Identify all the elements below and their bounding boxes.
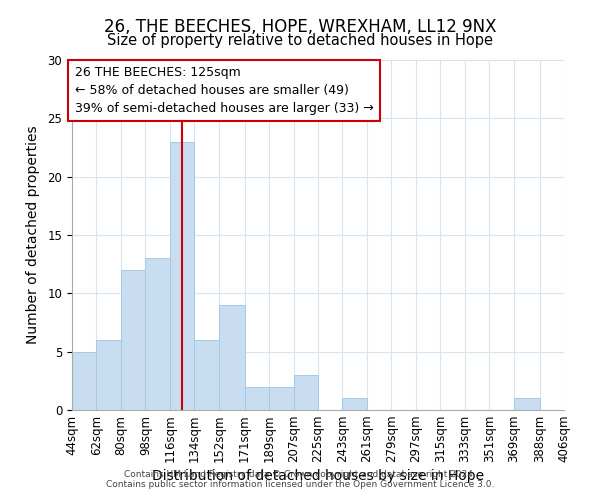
Bar <box>194 340 219 410</box>
Text: Contains HM Land Registry data © Crown copyright and database right 2024.
Contai: Contains HM Land Registry data © Crown c… <box>106 470 494 489</box>
Bar <box>72 352 97 410</box>
Bar <box>219 305 245 410</box>
Text: 26, THE BEECHES, HOPE, WREXHAM, LL12 9NX: 26, THE BEECHES, HOPE, WREXHAM, LL12 9NX <box>104 18 496 36</box>
Bar <box>293 375 318 410</box>
Bar <box>269 386 293 410</box>
Bar <box>170 142 194 410</box>
Bar <box>514 398 539 410</box>
Bar <box>145 258 170 410</box>
X-axis label: Distribution of detached houses by size in Hope: Distribution of detached houses by size … <box>152 470 484 484</box>
Bar <box>343 398 367 410</box>
Y-axis label: Number of detached properties: Number of detached properties <box>26 126 40 344</box>
Bar <box>121 270 145 410</box>
Bar <box>245 386 269 410</box>
Bar <box>97 340 121 410</box>
Text: Size of property relative to detached houses in Hope: Size of property relative to detached ho… <box>107 32 493 48</box>
Text: 26 THE BEECHES: 125sqm
← 58% of detached houses are smaller (49)
39% of semi-det: 26 THE BEECHES: 125sqm ← 58% of detached… <box>75 66 373 115</box>
